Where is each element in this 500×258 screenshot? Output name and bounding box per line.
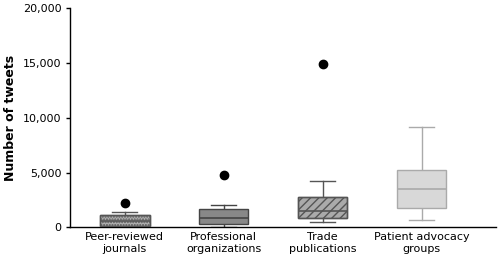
Y-axis label: Number of tweets: Number of tweets bbox=[4, 55, 17, 181]
FancyBboxPatch shape bbox=[397, 170, 446, 208]
FancyBboxPatch shape bbox=[199, 209, 248, 224]
FancyBboxPatch shape bbox=[298, 197, 348, 217]
FancyBboxPatch shape bbox=[100, 215, 150, 226]
